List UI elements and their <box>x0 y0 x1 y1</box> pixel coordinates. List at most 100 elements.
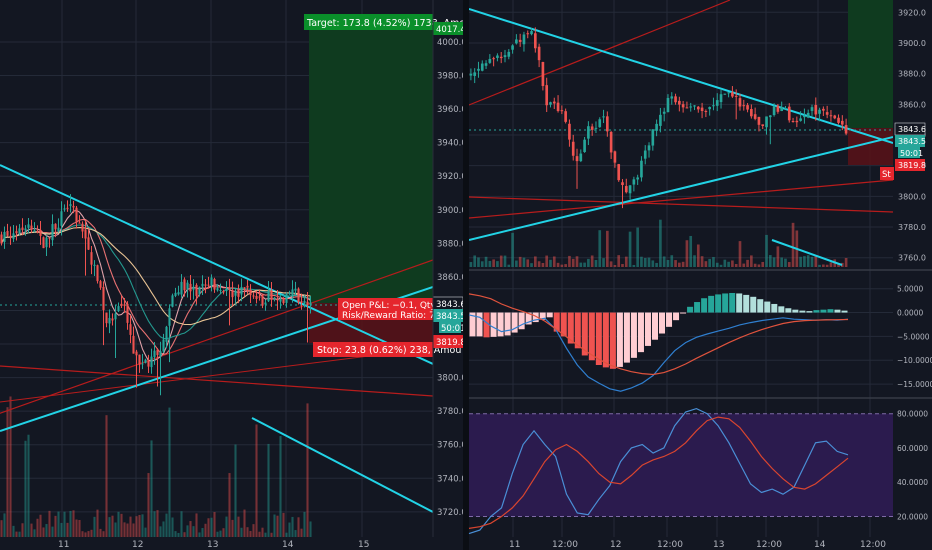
right-candle[interactable] <box>825 112 829 115</box>
right-candle[interactable] <box>693 105 696 107</box>
right-candle[interactable] <box>810 107 814 111</box>
left-candle[interactable] <box>123 304 126 306</box>
left-candle[interactable] <box>204 284 207 286</box>
left-candle[interactable] <box>234 290 237 296</box>
left-candle[interactable] <box>183 279 186 291</box>
right-candle[interactable] <box>803 115 806 118</box>
right-candle[interactable] <box>822 108 825 111</box>
left-candle[interactable] <box>51 224 54 241</box>
right-candles[interactable] <box>469 27 848 209</box>
left-candle[interactable] <box>48 237 51 239</box>
left-candle[interactable] <box>57 227 60 232</box>
right-candle[interactable] <box>579 153 583 162</box>
left-candle[interactable] <box>264 302 267 305</box>
right-candle[interactable] <box>518 39 522 42</box>
right-candle[interactable] <box>757 116 761 125</box>
left-candle[interactable] <box>306 301 309 305</box>
left-candle[interactable] <box>69 204 72 207</box>
right-candle[interactable] <box>587 126 590 139</box>
left-candle[interactable] <box>111 318 114 321</box>
right-candle[interactable] <box>545 85 549 106</box>
left-candle[interactable] <box>189 283 192 292</box>
left-candle[interactable] <box>81 223 84 232</box>
right-candle[interactable] <box>496 55 499 58</box>
left-candle[interactable] <box>75 207 78 222</box>
right-candle[interactable] <box>575 156 579 162</box>
open-pnl-label[interactable]: Open P&L: −0.1, Qty: 1 Risk/Reward Ratio… <box>338 298 447 321</box>
right-candle[interactable] <box>833 115 837 119</box>
right-candle[interactable] <box>511 45 514 50</box>
left-candle[interactable] <box>231 290 234 298</box>
right-candle[interactable] <box>621 182 624 186</box>
left-candle[interactable] <box>261 294 264 306</box>
right-candle[interactable] <box>636 177 639 180</box>
right-candle[interactable] <box>723 93 727 95</box>
left-candle[interactable] <box>84 229 87 239</box>
left-candle[interactable] <box>159 351 162 357</box>
right-candle[interactable] <box>568 123 571 140</box>
right-candle[interactable] <box>537 46 541 61</box>
right-candle[interactable] <box>480 63 484 71</box>
left-candle[interactable] <box>288 292 291 295</box>
stop-label[interactable]: Stop: 23.8 (0.62%) 238, Amou <box>313 342 461 357</box>
left-candle[interactable] <box>78 222 81 224</box>
right-candle[interactable] <box>674 96 677 103</box>
right-candle[interactable] <box>704 111 708 113</box>
right-candle[interactable] <box>806 112 810 118</box>
right-candle[interactable] <box>681 104 685 108</box>
left-candle[interactable] <box>99 281 102 288</box>
left-candle[interactable] <box>39 229 42 236</box>
right-candle[interactable] <box>473 72 477 76</box>
right-candle[interactable] <box>712 105 715 107</box>
right-candle[interactable] <box>814 104 818 115</box>
left-candle[interactable] <box>0 234 3 244</box>
left-candle[interactable] <box>108 317 111 324</box>
left-candle[interactable] <box>165 326 168 342</box>
left-candle[interactable] <box>63 208 66 210</box>
right-candle[interactable] <box>583 139 586 153</box>
right-candle[interactable] <box>696 106 700 110</box>
left-candle[interactable] <box>60 211 63 226</box>
left-candle[interactable] <box>42 237 45 249</box>
left-candle[interactable] <box>240 286 243 295</box>
right-candle[interactable] <box>655 123 658 131</box>
left-time-axis[interactable]: 11 12 13 14 15 <box>58 540 369 550</box>
right-candle[interactable] <box>602 116 605 118</box>
left-candle[interactable] <box>276 299 279 301</box>
left-candle[interactable] <box>300 301 303 303</box>
target-label[interactable]: Target: 173.8 (4.52%) 1738, Amo <box>304 14 465 30</box>
right-candle[interactable] <box>499 56 503 59</box>
left-candle[interactable] <box>198 286 201 295</box>
left-candle[interactable] <box>282 298 285 304</box>
left-candle[interactable] <box>117 306 120 312</box>
left-candle[interactable] <box>249 289 252 296</box>
right-candle[interactable] <box>715 100 719 106</box>
left-candle[interactable] <box>126 303 129 323</box>
left-candle[interactable] <box>273 297 276 299</box>
right-candle[interactable] <box>818 109 821 114</box>
left-candle[interactable] <box>162 339 165 352</box>
right-candle[interactable] <box>787 106 791 121</box>
left-candle[interactable] <box>12 233 15 239</box>
right-time-axis[interactable]: 11 12:00 12 12:00 13 12:00 14 12:00 <box>509 540 886 550</box>
left-candle[interactable] <box>285 293 288 303</box>
right-candle[interactable] <box>772 106 776 116</box>
left-candle[interactable] <box>15 231 18 234</box>
right-candle[interactable] <box>488 58 492 63</box>
left-candle[interactable] <box>210 277 213 286</box>
right-candle[interactable] <box>799 118 802 121</box>
right-candle[interactable] <box>606 116 609 132</box>
right-candle[interactable] <box>791 121 795 123</box>
left-candle[interactable] <box>102 286 105 311</box>
left-candle[interactable] <box>150 356 153 368</box>
right-candle[interactable] <box>734 95 738 97</box>
right-candle[interactable] <box>590 126 594 130</box>
left-candle[interactable] <box>279 298 282 302</box>
right-candle[interactable] <box>632 179 636 185</box>
right-candle[interactable] <box>549 102 552 105</box>
left-candle[interactable] <box>114 313 117 320</box>
right-candle[interactable] <box>533 33 537 49</box>
right-candle[interactable] <box>503 55 507 58</box>
right-candle[interactable] <box>477 68 480 71</box>
rsi-pane[interactable]: 80.0000 60.0000 40.0000 20.0000 <box>468 407 928 535</box>
